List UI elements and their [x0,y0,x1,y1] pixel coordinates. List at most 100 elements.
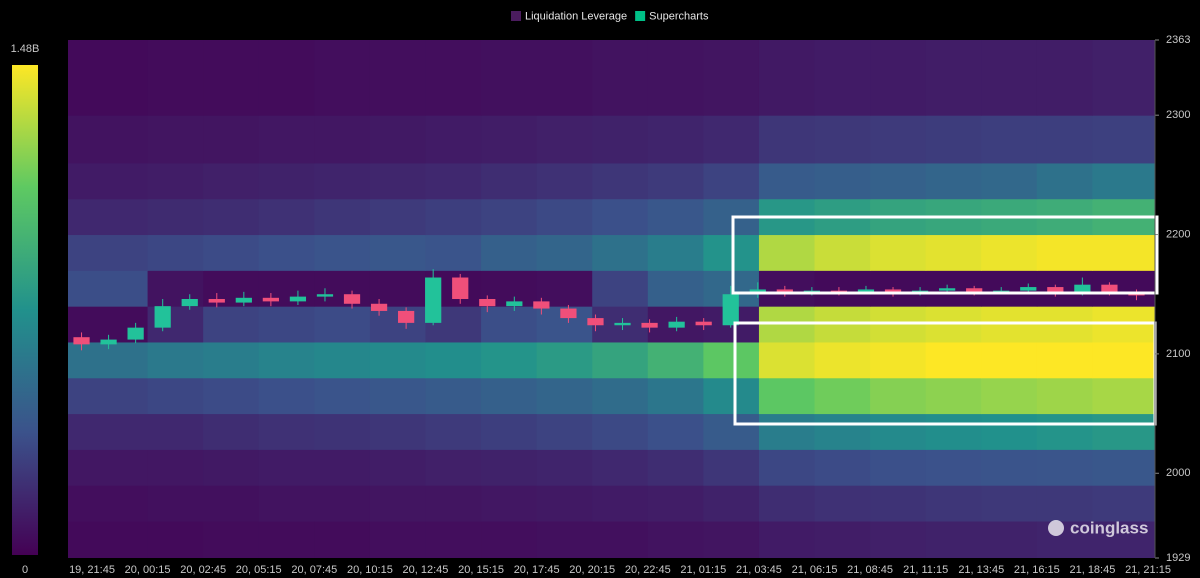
heat-cell [68,413,149,450]
heat-cell [1092,162,1155,200]
heat-cell [1092,521,1155,558]
candle-body [398,310,415,323]
x-tick-label: 20, 02:45 [180,564,226,576]
x-tick-label: 19, 21:45 [69,564,115,576]
heat-cell [147,162,204,200]
heat-cell [647,341,704,379]
heat-cell [814,521,871,558]
heat-cell [481,449,538,486]
candle-body [127,327,144,340]
candle-body [343,294,361,304]
heat-cell [703,162,760,200]
heat-cell [814,449,871,486]
x-tick-label: 21, 21:15 [1125,564,1171,576]
heat-cell [203,413,260,450]
heat-cell [147,234,204,271]
heat-cell [314,198,371,236]
candle-body [1101,284,1118,292]
heat-cell [1036,485,1093,522]
heat-cell [758,521,816,558]
heat-cell [1036,521,1093,558]
x-tick-label: 21, 13:45 [958,564,1004,576]
x-tick-label: 20, 15:15 [458,564,504,576]
heat-cell [703,341,760,379]
legend-label[interactable]: Liquidation Leverage [525,10,627,22]
heat-cell [592,115,649,164]
heat-cell [925,40,982,116]
heat-cell [758,234,816,271]
heat-cell [870,162,927,200]
heat-cell [814,485,871,522]
x-tick-label: 20, 17:45 [514,564,560,576]
heat-cell [258,306,315,343]
candle-body [289,296,307,302]
heat-cell [758,270,816,307]
heat-cell [981,162,1038,200]
heat-cell [1036,449,1093,486]
heat-cell [536,115,593,164]
y-tick-label: 2363 [1166,34,1190,46]
x-tick-label: 20, 12:45 [403,564,449,576]
candle-body [939,288,956,291]
candle-body [1047,287,1064,294]
candle-body [587,318,604,326]
heat-cell [536,449,593,486]
heat-cell [203,485,260,522]
heat-cell [314,162,371,200]
legend-label[interactable]: Supercharts [649,10,709,22]
heat-cell [425,341,482,379]
colorbar-label: 1.48B [11,43,40,55]
candle-body [73,337,90,345]
heat-cell [68,485,149,522]
heat-cell [258,40,315,116]
heat-cell [925,234,982,271]
x-tick-label: 21, 18:45 [1069,564,1115,576]
x-tick-label: 20, 22:45 [625,564,671,576]
heat-cell [481,377,538,415]
heat-cell [870,270,927,307]
heat-cell [703,234,760,271]
heat-cell [1036,413,1093,450]
heat-cell [481,115,538,164]
heat-cell [425,234,482,271]
heat-cell [314,341,371,379]
heat-cell [147,341,204,379]
heat-cell [203,377,260,415]
x-tick-label: 21, 16:15 [1014,564,1060,576]
heat-cell [147,198,204,236]
candle-body [993,290,1010,292]
heat-cell [981,115,1038,164]
heat-cell [647,234,704,271]
heat-cell [314,270,371,307]
heat-cell [925,485,982,522]
candle-body [776,289,793,294]
candle-body [722,294,739,326]
heat-cell [369,485,426,522]
heat-cell [481,306,538,343]
candle-body [370,303,388,311]
heat-cell [314,40,371,116]
heat-cell [314,306,371,343]
heat-cell [203,115,260,164]
heat-cell [870,413,927,450]
heat-cell [758,377,816,415]
heat-cell [536,413,593,450]
heat-cell [369,413,426,450]
heat-cell [481,198,538,236]
heat-cell [592,270,649,307]
heat-cell [425,377,482,415]
heat-cell [592,198,649,236]
heat-cell [1092,377,1155,415]
heat-cell [258,377,315,415]
heat-cell [814,234,871,271]
heat-cell [314,485,371,522]
heat-cell [369,306,426,343]
candle-body [884,289,902,294]
legend-swatch[interactable] [635,11,646,21]
candle-body [235,297,252,303]
legend-swatch[interactable] [511,11,521,21]
candle-body [641,322,658,328]
heat-cell [758,413,816,450]
heat-cell [369,198,426,236]
